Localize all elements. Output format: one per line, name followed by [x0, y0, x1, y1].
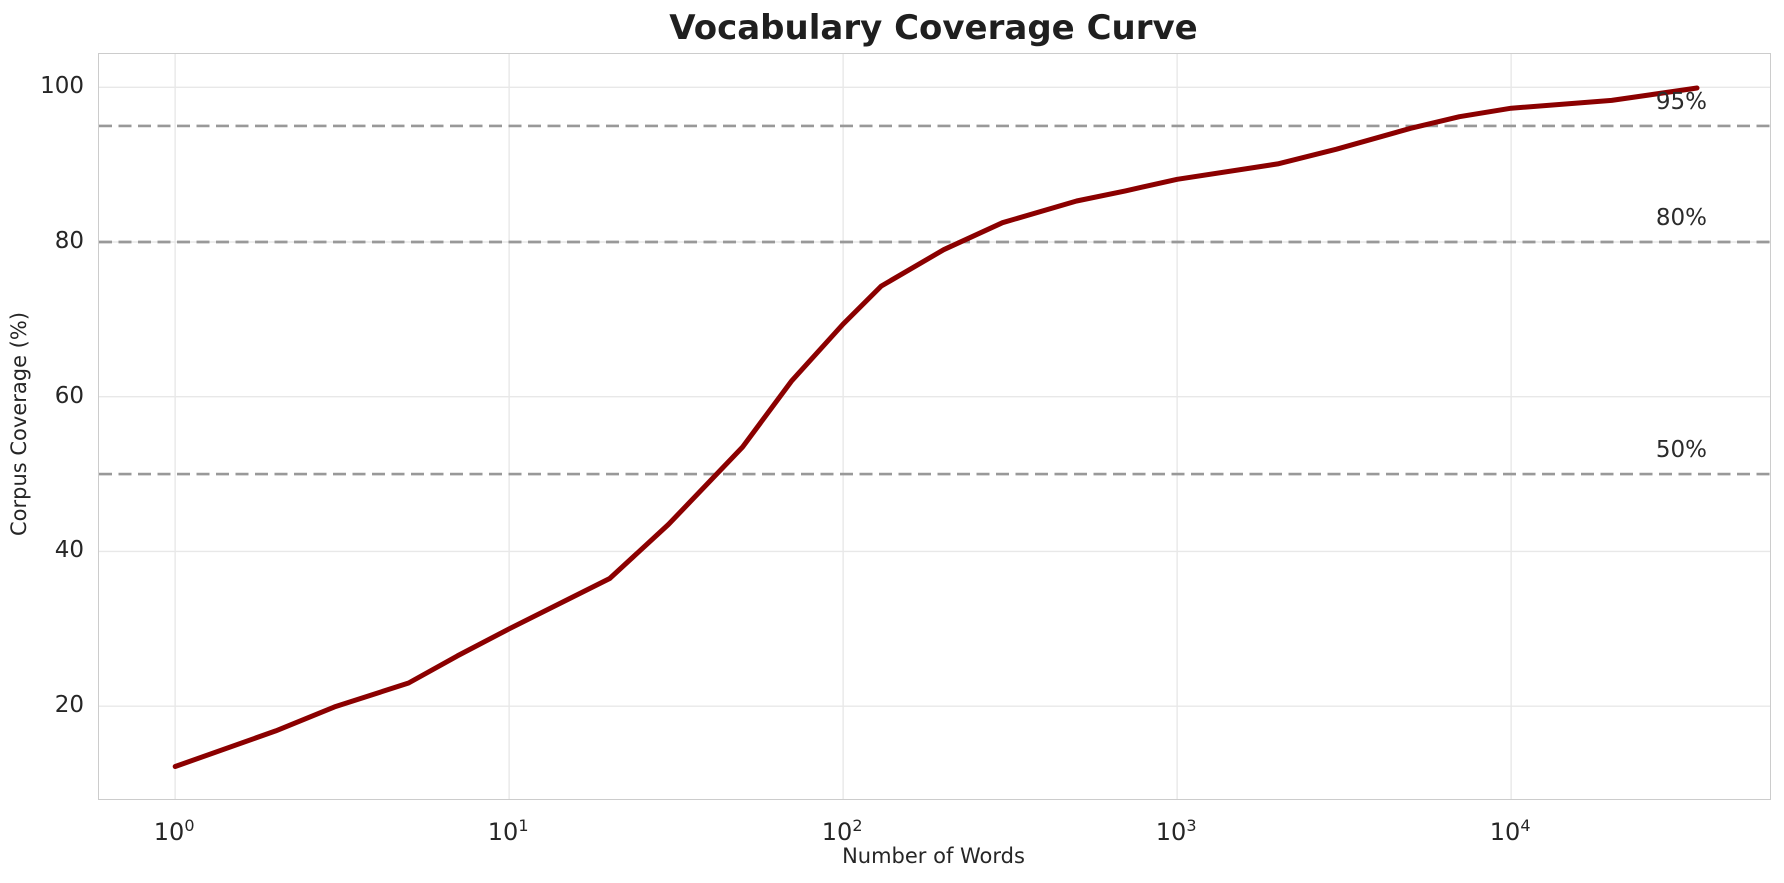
- gridlines: [99, 54, 1770, 799]
- x-tick-label-1e2: 102: [792, 812, 892, 846]
- reference-label-50%: 50%: [1655, 437, 1707, 464]
- x-tick-label-1e1: 101: [458, 812, 558, 846]
- x-tick-label-1e3: 103: [1126, 812, 1226, 846]
- x-tick-base: 10: [487, 818, 519, 846]
- x-tick-exponent: 0: [184, 816, 195, 835]
- chart-title: Vocabulary Coverage Curve: [669, 8, 1198, 48]
- data-series: [172, 85, 1700, 769]
- y-axis-label: Corpus Coverage (%): [7, 311, 31, 537]
- x-tick-base: 10: [1489, 818, 1521, 846]
- x-tick-base: 10: [821, 818, 853, 846]
- plot-canvas: [99, 54, 1770, 799]
- reference-label-80%: 80%: [1655, 204, 1707, 231]
- y-tick-label-80: 80: [54, 227, 84, 254]
- x-tick-label-1e4: 104: [1460, 812, 1560, 846]
- y-tick-label-100: 100: [40, 73, 84, 100]
- x-tick-exponent: 2: [852, 816, 863, 835]
- plot-area: [98, 53, 1771, 800]
- x-tick-exponent: 1: [518, 816, 529, 835]
- x-axis-label: Number of Words: [842, 844, 1025, 868]
- reference-lines: [99, 124, 1770, 476]
- y-tick-label-60: 60: [54, 382, 84, 409]
- x-tick-label-1e0: 100: [124, 812, 224, 846]
- x-tick-exponent: 4: [1520, 816, 1531, 835]
- x-tick-exponent: 3: [1186, 816, 1197, 835]
- reference-label-95%: 95%: [1655, 88, 1707, 115]
- y-tick-label-40: 40: [54, 537, 84, 564]
- vocabulary-coverage-curve: [172, 85, 1700, 769]
- x-tick-base: 10: [153, 818, 185, 846]
- x-tick-base: 10: [1155, 818, 1187, 846]
- y-tick-label-20: 20: [54, 692, 84, 719]
